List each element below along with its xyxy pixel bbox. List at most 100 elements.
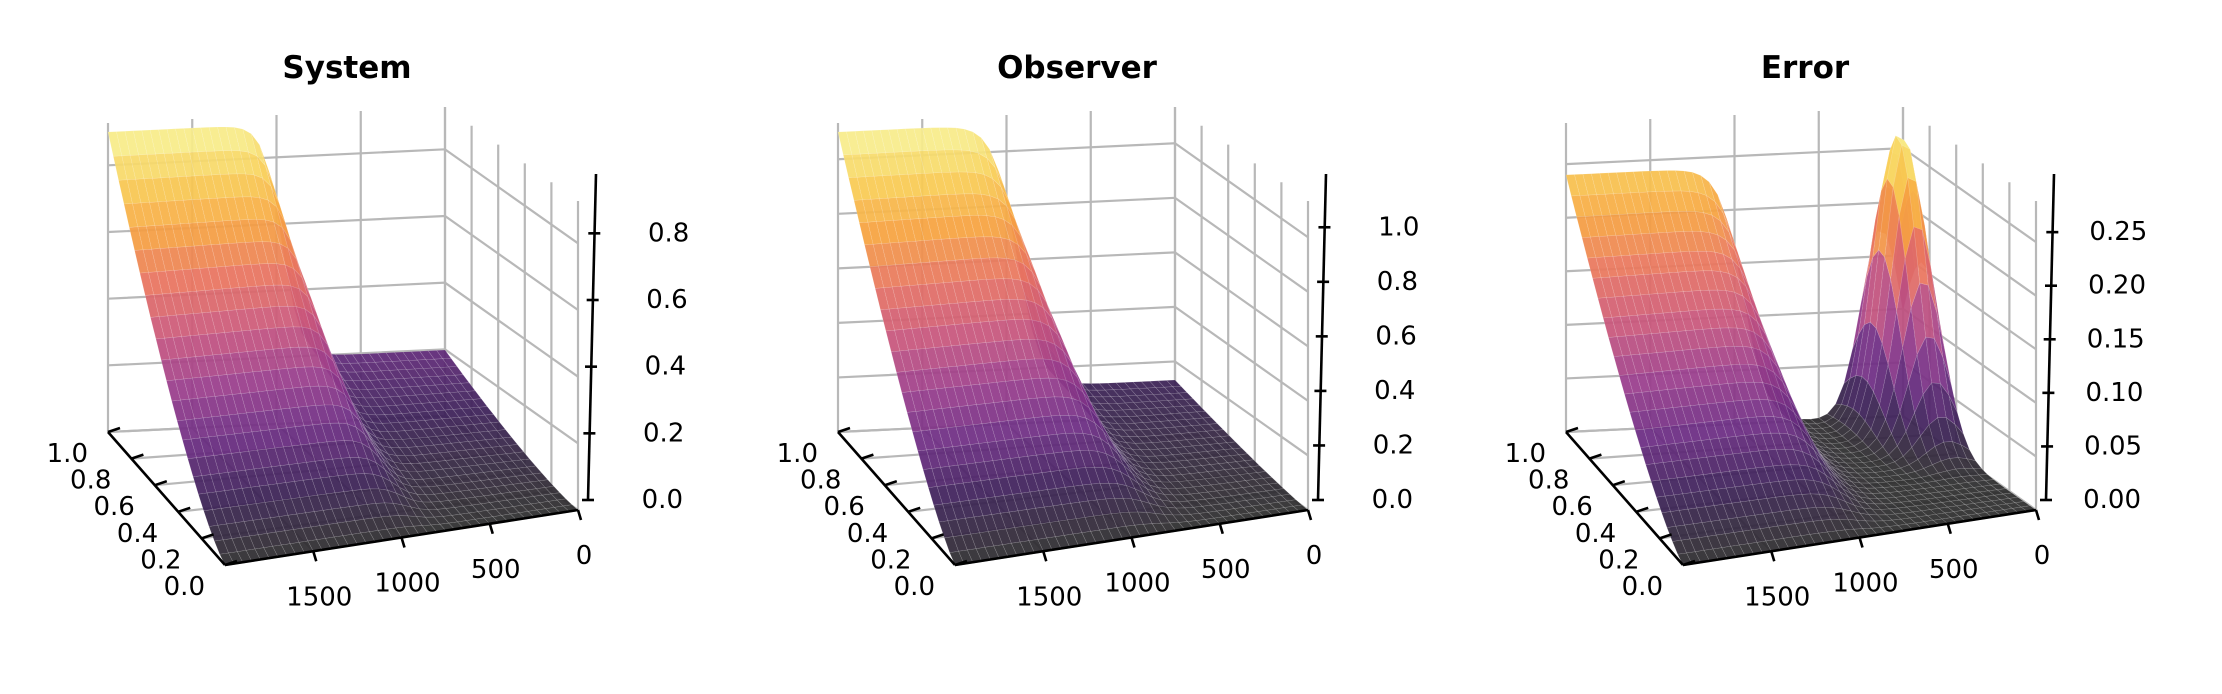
- x-tick: [312, 550, 318, 562]
- y-tick-label: 0.2: [140, 545, 181, 575]
- y-tick-label: 1.0: [777, 439, 818, 469]
- y-tick: [1588, 453, 1602, 460]
- x-tick-label: 0: [2034, 541, 2051, 571]
- surface-facet: [134, 249, 149, 274]
- y-tick: [907, 506, 921, 514]
- x-tick: [1858, 537, 1864, 548]
- y-tick: [1682, 559, 1696, 567]
- x-tick-label: 1000: [1104, 569, 1170, 599]
- surface-facet: [139, 272, 155, 296]
- surface-mesh: [837, 127, 1309, 566]
- surface-facet: [896, 371, 911, 393]
- x-tick-label: 1500: [1016, 582, 1082, 612]
- z-tick-label: 0.4: [645, 352, 686, 382]
- surface-facet: [853, 199, 869, 224]
- surface-facet: [869, 265, 885, 289]
- x-tick: [576, 509, 583, 521]
- surface-facet: [837, 131, 853, 156]
- surface-facet: [1581, 236, 1597, 259]
- surface-facet: [213, 539, 229, 555]
- y-tick-label: 0.0: [1622, 572, 1663, 602]
- y-tick-label: 0.4: [847, 519, 888, 549]
- x-tick: [400, 537, 406, 548]
- z-tick-label: 0.10: [2085, 378, 2143, 408]
- surface-facet: [1666, 525, 1682, 542]
- y-tick: [1659, 533, 1673, 540]
- surface-facet: [1592, 277, 1607, 299]
- surface-mesh: [1565, 134, 2037, 566]
- y-tick-label: 0.6: [1551, 492, 1592, 522]
- x-tick: [1946, 523, 1952, 535]
- y-axis-line: [1565, 431, 1684, 566]
- y-tick-label: 0.2: [1598, 545, 1639, 575]
- y-tick-label: 0.2: [870, 545, 911, 575]
- z-tick-label: 0.00: [2083, 485, 2141, 515]
- x-tick-label: 0: [1306, 541, 1323, 571]
- surface-facet: [182, 438, 197, 460]
- surface-facet: [1671, 539, 1687, 555]
- surface-facet: [166, 379, 181, 402]
- surface-facet: [128, 226, 144, 251]
- panel-error: Error 0 500 1000 1500 0.00.20.40.60.81.0 0.00…: [1505, 50, 2148, 612]
- surface-facet: [1570, 195, 1586, 218]
- z-tick-label: 0.6: [646, 285, 687, 315]
- surface-facet: [842, 154, 858, 179]
- y-axis-line: [837, 431, 956, 566]
- x-tick: [1218, 523, 1224, 535]
- surface-facet: [208, 524, 224, 542]
- panel-title-observer: Observer: [997, 50, 1158, 86]
- x-tick-label: 1500: [1744, 582, 1810, 612]
- y-tick-label: 0.0: [164, 572, 205, 602]
- surface-facet: [1661, 511, 1677, 528]
- surface-facet: [848, 176, 863, 201]
- z-tick-label: 0.2: [643, 418, 684, 448]
- surface-facet: [176, 419, 192, 441]
- z-tick-label: 0.6: [1375, 321, 1416, 351]
- y-tick-label: 1.0: [47, 439, 88, 469]
- surface-facet: [858, 221, 874, 246]
- x-tick-label: 500: [1201, 555, 1251, 585]
- surface-facet: [112, 155, 128, 181]
- surface-facet: [1565, 174, 1581, 197]
- z-axis-line: [2044, 173, 2056, 501]
- x-tick: [1130, 537, 1136, 548]
- y-tick: [107, 426, 121, 434]
- z-tick-label: 0.15: [2087, 324, 2145, 354]
- z-tick-label: 0.05: [2084, 431, 2142, 461]
- axes: 0500100015000.00.20.40.60.81.00.00.20.40…: [777, 173, 1419, 612]
- y-tick: [884, 479, 898, 487]
- y-tick: [177, 506, 191, 514]
- surface-facet: [880, 308, 895, 332]
- x-tick-label: 500: [1929, 555, 1979, 585]
- panel-system: System 0500100015000.00.20.40.60.81.00.0…: [47, 50, 690, 612]
- panel-observer: Observer 0500100015000.00.20.40.60.81.00…: [777, 50, 1420, 612]
- surface-facet: [150, 316, 165, 340]
- y-tick-label: 0.8: [1528, 466, 1569, 496]
- panel-title-system: System: [282, 50, 411, 86]
- y-tick-label: 0.8: [70, 466, 111, 496]
- z-tick-label: 0.8: [648, 218, 689, 248]
- y-tick-label: 0.4: [1575, 519, 1616, 549]
- z-tick-label: 0.0: [642, 485, 683, 515]
- y-tick-label: 1.0: [1505, 439, 1546, 469]
- surface-facet: [874, 287, 890, 311]
- y-tick-label: 0.6: [93, 492, 134, 522]
- z-tick-label: 0.25: [2089, 217, 2147, 247]
- panel-title-error: Error: [1761, 50, 1850, 86]
- x-tick-label: 1500: [286, 582, 352, 612]
- surface-facet: [1634, 428, 1650, 448]
- z-tick-label: 0.20: [2088, 271, 2146, 301]
- x-tick-label: 1000: [1832, 569, 1898, 599]
- x-tick: [488, 523, 494, 535]
- surface-facet: [123, 203, 139, 228]
- y-tick: [954, 559, 968, 567]
- y-axis-line: [107, 431, 226, 566]
- z-axis-line: [586, 173, 598, 501]
- y-tick: [1635, 506, 1649, 514]
- z-tick-label: 1.0: [1378, 212, 1419, 242]
- x-tick-label: 0: [576, 541, 593, 571]
- y-tick: [154, 479, 168, 487]
- y-tick: [931, 533, 945, 540]
- y-tick-label: 0.4: [117, 519, 158, 549]
